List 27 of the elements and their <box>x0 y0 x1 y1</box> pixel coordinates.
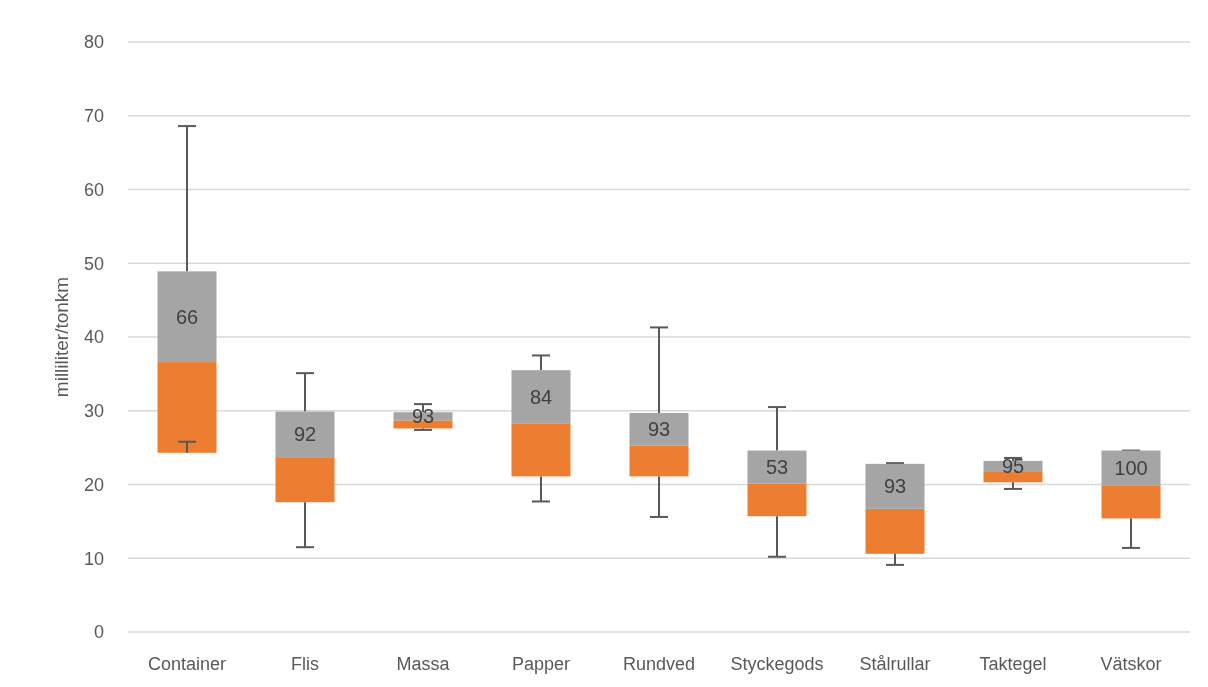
annotation: 66 <box>175 305 199 328</box>
y-tick-label: 50 <box>83 253 104 274</box>
annotation: 92 <box>293 423 317 446</box>
annotation: 84 <box>529 385 553 408</box>
y-tick-label: 20 <box>83 474 104 495</box>
annotation: 95 <box>1001 455 1025 478</box>
y-tick-label: 30 <box>83 401 104 422</box>
annotation: 100 <box>1114 456 1148 479</box>
x-tick-label: Styckegods <box>730 654 824 674</box>
x-tick-label: Rundved <box>622 654 696 674</box>
annotation: 93 <box>647 418 671 441</box>
x-tick-label: Container <box>147 654 227 674</box>
y-axis-title: milliliter/tonkm <box>51 276 72 398</box>
y-tick-label: 70 <box>83 106 104 127</box>
x-tick-label: Vätskor <box>1100 654 1162 674</box>
annotation: 93 <box>883 475 907 498</box>
y-tick-label: 10 <box>83 548 104 569</box>
y-tick-label: 40 <box>83 327 104 348</box>
y-tick-label: 60 <box>83 179 104 200</box>
x-tick-label: Massa <box>396 654 451 674</box>
annotation: 53 <box>765 456 789 479</box>
x-tick-label: Stålrullar <box>859 654 931 674</box>
y-tick-label: 80 <box>83 32 104 53</box>
x-tick-label: Flis <box>291 654 319 674</box>
x-tick-label: Papper <box>511 654 571 674</box>
y-tick-label: 0 <box>93 622 104 643</box>
x-tick-label: Taktegel <box>979 654 1047 674</box>
